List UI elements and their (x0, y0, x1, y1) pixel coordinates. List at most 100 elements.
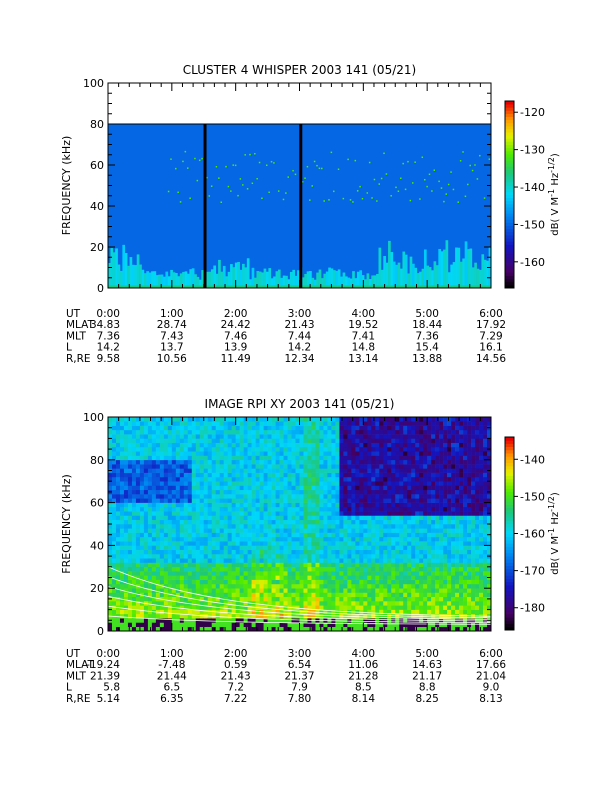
spectrogram-cell (172, 584, 176, 589)
spectrogram-cell (180, 438, 184, 443)
spectrogram-cell (292, 550, 296, 555)
spectrogram-cell (395, 592, 399, 597)
spectrogram-cell (427, 456, 431, 461)
spectrogram-cell (237, 262, 240, 288)
spectrogram-cell (156, 605, 160, 610)
spectrogram-cell (132, 554, 136, 559)
spectrogram-cell (176, 618, 180, 623)
spectrogram-cell (359, 580, 363, 585)
spectrogram-cell (284, 618, 288, 623)
spectrogram-cell (244, 490, 248, 495)
spectrogram-cell (351, 438, 355, 443)
spectrogram-cell (252, 473, 256, 478)
spectrogram-cell (371, 443, 375, 448)
spectrogram-cell (395, 490, 399, 495)
spectrogram-cell (196, 597, 200, 602)
spectrogram-cell (288, 490, 292, 495)
spectrogram-cell (443, 430, 447, 435)
spectrogram-cell (192, 434, 196, 439)
spectrogram-cell (371, 447, 375, 452)
spectrogram-cell (148, 524, 152, 529)
spectrogram-cell (403, 528, 407, 533)
spectrogram-cell (192, 537, 196, 542)
spectrogram-cell (197, 180, 199, 182)
spectrogram-cell (367, 417, 371, 422)
spectrogram-cell (284, 592, 288, 597)
spectrogram-cell (153, 271, 156, 288)
spectrogram-cell (292, 270, 295, 288)
spectrogram-cell (387, 592, 391, 597)
spectrogram-cell (387, 558, 391, 563)
spectrogram-cell (164, 511, 168, 516)
spectrogram-cell (284, 494, 288, 499)
spectrogram-cell (431, 584, 435, 589)
spectrogram-cell (216, 520, 220, 525)
spectrogram-cell (280, 597, 284, 602)
spectrogram-cell (160, 481, 164, 486)
spectrogram-cell (415, 443, 419, 448)
spectrogram-cell (160, 494, 164, 499)
spectrogram-cell (443, 610, 447, 615)
spectrogram-cell (224, 503, 228, 508)
spectrogram-cell (379, 417, 383, 422)
spectrogram-cell (192, 460, 196, 465)
spectrogram-cell (321, 168, 323, 170)
spectrogram-cell (395, 584, 399, 589)
spectrogram-cell (339, 481, 343, 486)
spectrogram-cell (427, 426, 431, 431)
spectrogram-cell (307, 588, 311, 593)
spectrogram-cell (347, 580, 351, 585)
spectrogram-cell (383, 503, 387, 508)
spectrogram-cell (212, 468, 216, 473)
spectrogram-cell (447, 434, 451, 439)
spectrogram-cell (228, 571, 232, 576)
spectrogram-cell (447, 507, 451, 512)
spectrogram-cell (371, 580, 375, 585)
spectrogram-cell (140, 494, 144, 499)
spectrogram-cell (272, 477, 276, 482)
spectrogram-cell (395, 567, 399, 572)
spectrogram-cell (116, 550, 120, 555)
spectrogram-cell (415, 541, 419, 546)
spectrogram-cell (260, 468, 264, 473)
spectrogram-cell (403, 601, 407, 606)
spectrogram-cell (216, 464, 220, 469)
spectrogram-cell (140, 507, 144, 512)
spectrogram-cell (208, 563, 212, 568)
spectrogram-cell (218, 177, 220, 179)
spectrogram-cell (327, 584, 331, 589)
spectrogram-cell (264, 430, 268, 435)
spectrogram-cell (379, 485, 383, 490)
spectrogram-cell (180, 545, 184, 550)
spectrogram-cell (172, 421, 176, 426)
spectrogram-cell (431, 515, 435, 520)
spectrogram-cell (284, 515, 288, 520)
spectrogram-cell (319, 426, 323, 431)
spectrogram-cell (300, 550, 304, 555)
spectrogram-cell (248, 528, 252, 533)
spectrogram-cell (327, 451, 331, 456)
spectrogram-cell (232, 464, 236, 469)
spectrogram-cell (224, 434, 228, 439)
spectrogram-cell (439, 567, 443, 572)
spectrogram-cell (315, 554, 319, 559)
spectrogram-cell (359, 503, 363, 508)
spectrogram-cell (296, 528, 300, 533)
spectrogram-cell (268, 563, 272, 568)
spectrogram-cell (387, 451, 391, 456)
spectrogram-cell (339, 571, 343, 576)
spectrogram-cell (244, 507, 248, 512)
ephemeris-row-label: L (66, 342, 72, 354)
spectrogram-cell (351, 426, 355, 431)
spectrogram-cell (300, 528, 304, 533)
spectrogram-cell (375, 622, 379, 627)
spectrogram-cell (200, 490, 204, 495)
spectrogram-cell (224, 610, 228, 615)
spectrogram-cell (136, 430, 140, 435)
spectrogram-cell (128, 524, 132, 529)
spectrogram-cell (319, 528, 323, 533)
spectrogram-cell (200, 563, 204, 568)
spectrogram-cell (331, 473, 335, 478)
spectrogram-cell (220, 533, 224, 538)
